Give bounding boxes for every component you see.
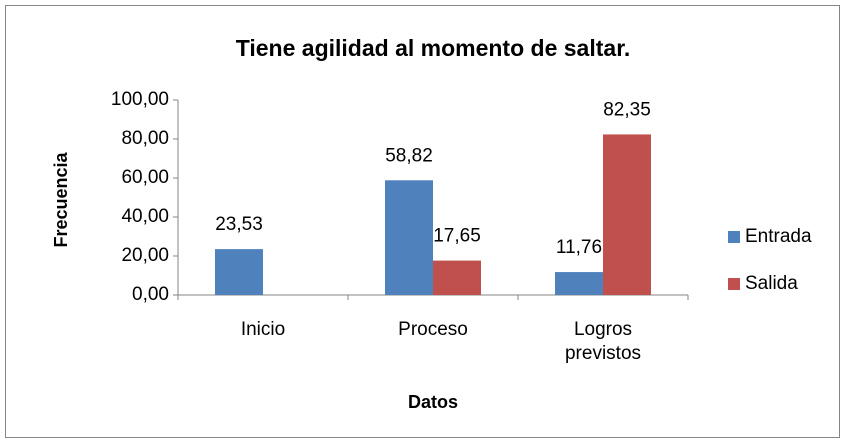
- legend-swatch: [728, 231, 740, 243]
- x-axis-label: Datos: [408, 392, 458, 412]
- data-label: 58,82: [385, 145, 433, 166]
- bar: [215, 249, 263, 295]
- y-axis-label: Frecuencia: [51, 151, 71, 247]
- legend-label: Entrada: [745, 226, 812, 247]
- data-label: 17,65: [433, 226, 481, 247]
- y-tick-label: 80,00: [121, 128, 169, 149]
- legend-label: Salida: [745, 273, 798, 294]
- legend-swatch: [728, 278, 740, 290]
- y-tick-label: 20,00: [121, 245, 169, 266]
- bar: [433, 260, 481, 295]
- bar: [385, 180, 433, 295]
- y-tick-label: 100,00: [111, 89, 169, 110]
- data-label: 23,53: [215, 214, 263, 235]
- bar: [603, 134, 651, 295]
- y-tick-label: 0,00: [132, 284, 169, 305]
- data-label: 82,35: [603, 99, 651, 120]
- y-tick-label: 60,00: [121, 167, 169, 188]
- chart-title: Tiene agilidad al momento de saltar.: [236, 35, 631, 61]
- bar: [555, 272, 603, 295]
- x-tick-label: Logros previstos: [564, 319, 642, 364]
- y-tick-label: 40,00: [121, 206, 169, 227]
- x-tick-label: Proceso: [398, 319, 468, 340]
- data-label: 11,76: [556, 237, 602, 258]
- x-tick-label: Inicio: [240, 319, 286, 340]
